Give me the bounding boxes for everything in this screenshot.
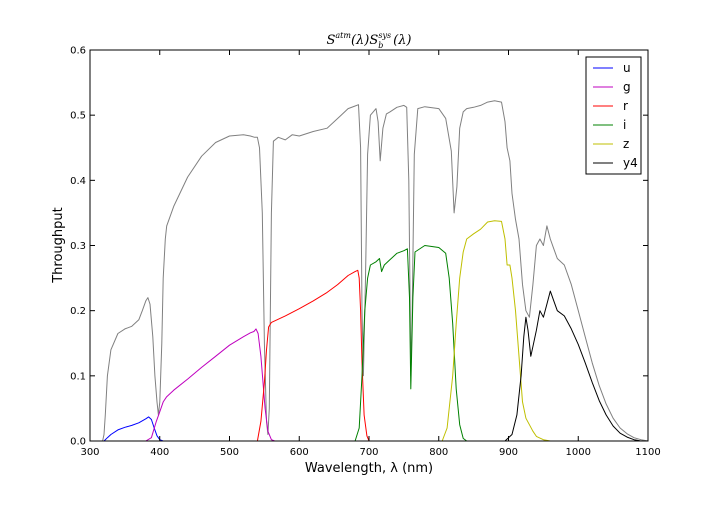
series-line-z bbox=[441, 220, 551, 442]
legend-box bbox=[585, 56, 642, 175]
series-line-r bbox=[256, 269, 370, 442]
series-line-i bbox=[354, 245, 467, 442]
y-tick-label: 0.6 bbox=[70, 46, 86, 57]
plot-frame bbox=[89, 49, 649, 442]
series-line-atmosphere-system bbox=[102, 100, 649, 442]
series-line-y4 bbox=[504, 290, 642, 442]
x-axis-label: Wavelength, λ (nm) bbox=[305, 461, 433, 476]
title-sup-atm: atm bbox=[335, 31, 351, 40]
y-tick-label: 0.0 bbox=[70, 437, 86, 448]
x-tick-label: 1100 bbox=[635, 447, 660, 458]
title-main: S bbox=[326, 33, 335, 48]
x-tick-label: 700 bbox=[359, 447, 378, 458]
legend-label-g: g bbox=[623, 80, 631, 94]
title-end: (λ) bbox=[393, 33, 411, 48]
y-tick-label: 0.2 bbox=[70, 306, 86, 317]
y-tick-label: 0.5 bbox=[70, 111, 86, 122]
title-mid: (λ)S bbox=[351, 33, 378, 48]
legend-label-u: u bbox=[623, 61, 631, 75]
series-line-u bbox=[103, 416, 164, 442]
x-tick-label: 1000 bbox=[566, 447, 591, 458]
x-tick-label: 600 bbox=[290, 447, 309, 458]
x-tick-label: 300 bbox=[80, 447, 99, 458]
legend-label-y4: y4 bbox=[623, 156, 638, 170]
legend-label-z: z bbox=[623, 137, 629, 151]
x-tick-label: 400 bbox=[150, 447, 169, 458]
series-line-g bbox=[145, 328, 275, 442]
title-sup-sys: sys bbox=[378, 31, 391, 40]
series-layer bbox=[102, 100, 649, 442]
chart-title: Satm(λ)Sbsys (λ) bbox=[326, 31, 411, 50]
y-tick-label: 0.1 bbox=[70, 371, 86, 382]
title-sub-b: b bbox=[378, 41, 383, 50]
x-tick-label: 500 bbox=[220, 447, 239, 458]
x-tick-label: 800 bbox=[429, 447, 448, 458]
y-tick-label: 0.4 bbox=[70, 176, 86, 187]
y-axis-label: Throughput bbox=[51, 207, 66, 284]
x-tick-label: 900 bbox=[499, 447, 518, 458]
y-tick-label: 0.3 bbox=[70, 241, 86, 252]
legend-label-r: r bbox=[623, 99, 628, 113]
ticks-layer: 300 400 500 600 700 800 900 1000 1100 0.0 0.1 0.2 0.… bbox=[70, 46, 661, 459]
legend-label-i: i bbox=[623, 118, 626, 132]
